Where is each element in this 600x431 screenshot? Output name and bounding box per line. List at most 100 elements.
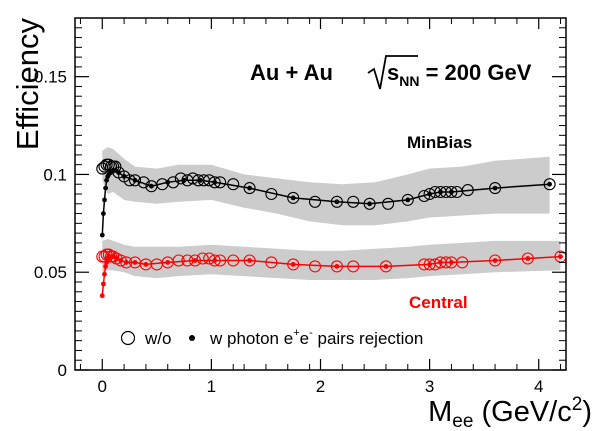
central-closed-point xyxy=(165,260,171,265)
minbias-closed-point xyxy=(212,179,218,185)
minbias-open-point xyxy=(363,197,376,210)
minbias-closed-point xyxy=(103,185,108,191)
central-open-point xyxy=(208,254,221,267)
central-closed-point xyxy=(449,260,454,265)
central-closed-point xyxy=(99,293,105,299)
x-axis-title: Mee (GeV/c2) xyxy=(428,394,592,431)
central-closed-point xyxy=(143,262,149,267)
closed-markers xyxy=(99,168,563,299)
minbias-closed-point xyxy=(181,177,187,183)
minbias-closed-point xyxy=(367,201,372,207)
axis-ticks: 0 1 2 3 4 0 0.05 0.1 0.15 xyxy=(34,18,566,396)
minbias-open-point xyxy=(308,195,322,208)
central-open-point xyxy=(521,252,534,265)
central-open-point xyxy=(347,260,360,273)
legend-open-label: w/o xyxy=(144,329,171,348)
x-tick-label: 1 xyxy=(207,377,216,396)
y-tick-label: 0.05 xyxy=(34,263,67,282)
minbias-closed-point xyxy=(121,174,127,179)
minbias-closed-point xyxy=(104,177,109,183)
central-closed-point xyxy=(558,254,563,259)
minbias-closed-point xyxy=(116,170,121,175)
minbias-open-point xyxy=(489,182,502,195)
central-closed-point xyxy=(427,262,432,267)
minbias-open-point xyxy=(382,197,395,210)
central-closed-point xyxy=(123,260,129,265)
central-closed-point xyxy=(103,264,108,269)
x-tick-label: 0 xyxy=(98,377,107,396)
minbias-open-point xyxy=(347,195,360,208)
x-tick-label: 4 xyxy=(534,377,543,396)
minbias-label: MinBias xyxy=(407,133,472,152)
minbias-closed-point xyxy=(405,197,411,203)
central-open-point xyxy=(196,252,209,265)
central-open-point xyxy=(456,256,469,269)
central-closed-point xyxy=(192,258,198,263)
legend-closed-label: w photon e+e- pairs rejection xyxy=(209,327,423,348)
svg-text:sNN = 200 GeV: sNN = 200 GeV xyxy=(387,60,532,89)
minbias-open-point xyxy=(128,174,142,187)
central-open-point xyxy=(330,260,343,273)
central-open-point xyxy=(287,258,300,271)
minbias-closed-point xyxy=(149,183,154,189)
minbias-closed-point xyxy=(247,185,253,191)
central-open-point xyxy=(243,254,256,267)
central-closed-point xyxy=(101,281,106,287)
minbias-open-point xyxy=(401,193,414,206)
central-open-point xyxy=(308,260,322,273)
minbias-open-point xyxy=(461,184,474,197)
minbias-open-point xyxy=(137,176,150,189)
central-closed-point xyxy=(247,258,253,263)
central-closed-point xyxy=(212,258,218,263)
central-closed-point xyxy=(290,262,296,267)
minbias-closed-point xyxy=(102,197,107,203)
legend-closed-marker xyxy=(189,335,195,341)
minbias-open-point xyxy=(174,172,187,185)
minbias-closed-point xyxy=(165,179,171,185)
central-closed-point xyxy=(383,264,389,269)
central-closed-point xyxy=(525,256,531,261)
central-closed-point xyxy=(102,271,107,277)
minbias-open-point xyxy=(243,182,256,195)
minbias-closed-point xyxy=(547,181,552,187)
minbias-open-point xyxy=(208,176,221,189)
minbias-closed-point xyxy=(334,199,340,205)
minbias-open-point xyxy=(287,191,300,204)
central-open-point xyxy=(227,254,240,267)
central-closed-point xyxy=(334,264,340,269)
minbias-open-point xyxy=(445,185,458,199)
minbias-open-point xyxy=(227,178,240,191)
central-closed-point xyxy=(114,256,119,261)
minbias-open-point xyxy=(265,187,278,201)
central-closed-point xyxy=(118,258,124,263)
central-closed-point xyxy=(132,260,138,265)
y-tick-label: 0.15 xyxy=(34,68,67,87)
minbias-closed-point xyxy=(101,211,106,217)
minbias-closed-point xyxy=(99,232,105,238)
central-open-point xyxy=(379,260,393,273)
minbias-closed-point xyxy=(438,189,443,195)
y-axis-title: Efficiency xyxy=(10,18,45,151)
energy-label: sNN = 200 GeV xyxy=(367,55,532,90)
collision-system-label: Au + Au xyxy=(250,60,333,85)
minbias-closed-point xyxy=(132,177,138,183)
minbias-closed-point xyxy=(427,191,432,197)
central-open-point xyxy=(188,254,202,267)
legend: w/o w photon e+e- pairs rejection xyxy=(120,327,423,348)
y-tick-label: 0.1 xyxy=(43,165,67,184)
central-open-point xyxy=(489,254,502,267)
central-closed-point xyxy=(104,260,109,265)
minbias-closed-point xyxy=(449,189,454,195)
uncertainty-bands xyxy=(102,147,561,280)
central-open-point xyxy=(265,256,278,269)
legend-open-marker xyxy=(120,330,136,346)
minbias-uncertainty-band xyxy=(102,147,550,226)
central-closed-point xyxy=(438,260,443,265)
central-label: Central xyxy=(409,293,468,312)
minbias-open-point xyxy=(543,178,556,191)
central-open-point xyxy=(172,254,185,267)
x-tick-label: 3 xyxy=(425,377,434,396)
y-tick-label: 0 xyxy=(58,361,67,380)
minbias-open-point xyxy=(330,195,343,208)
